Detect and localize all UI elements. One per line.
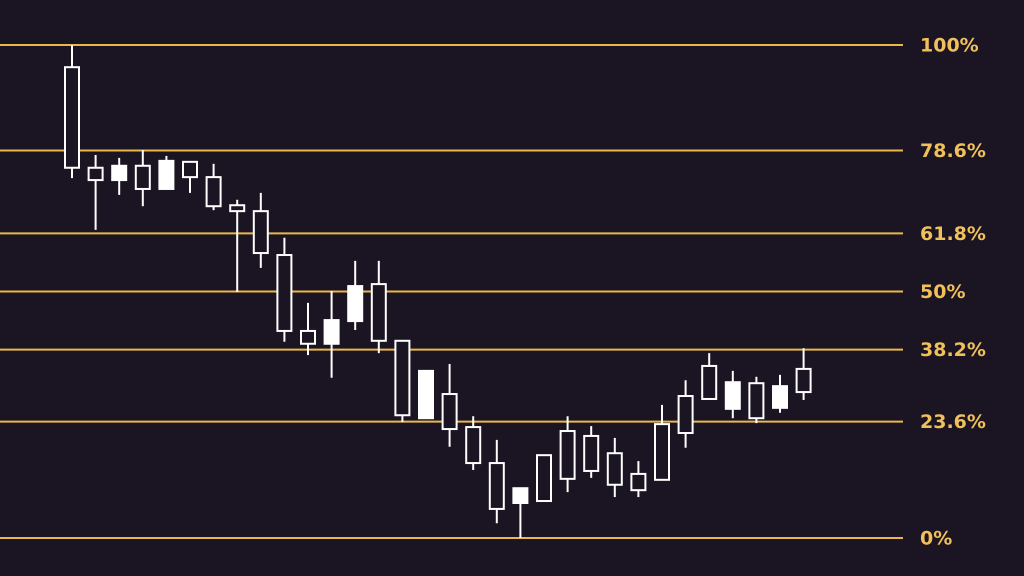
candle-body xyxy=(111,164,128,182)
candle-body xyxy=(512,487,529,504)
candle-body xyxy=(300,329,316,345)
candle-body xyxy=(536,454,552,503)
candle-body xyxy=(488,462,505,510)
level-label: 38.2% xyxy=(920,339,986,361)
candle-body xyxy=(87,166,104,182)
candle-body xyxy=(347,285,364,323)
level-label: 0% xyxy=(920,528,952,550)
level-label: 23.6% xyxy=(920,411,986,433)
candle-body xyxy=(724,381,741,410)
candle-body xyxy=(370,283,387,342)
candle-body xyxy=(654,423,670,481)
candle-body xyxy=(583,434,600,472)
level-label: 100% xyxy=(920,35,979,57)
candle-body xyxy=(182,160,198,179)
candle-body xyxy=(795,367,812,394)
level-label: 78.6% xyxy=(920,140,986,162)
candle-body xyxy=(134,164,151,190)
candle-body xyxy=(559,430,576,480)
candle-body xyxy=(772,385,788,409)
candle-body xyxy=(394,339,411,417)
candle-body xyxy=(276,254,293,332)
candle-body xyxy=(229,204,246,213)
candle-body xyxy=(441,393,458,431)
candle-body xyxy=(748,382,765,420)
candle-body xyxy=(701,364,718,400)
level-label: 50% xyxy=(920,281,965,303)
candle-body xyxy=(158,159,175,190)
candle-body xyxy=(252,210,269,255)
candle-body xyxy=(606,452,623,486)
candle-body xyxy=(677,395,694,434)
candle-body xyxy=(205,176,222,208)
candle-body xyxy=(64,66,80,169)
level-label: 61.8% xyxy=(920,223,986,245)
candle-body xyxy=(630,472,647,492)
candle-body xyxy=(323,319,340,345)
candle-body xyxy=(465,426,482,465)
candle-body xyxy=(418,369,434,420)
